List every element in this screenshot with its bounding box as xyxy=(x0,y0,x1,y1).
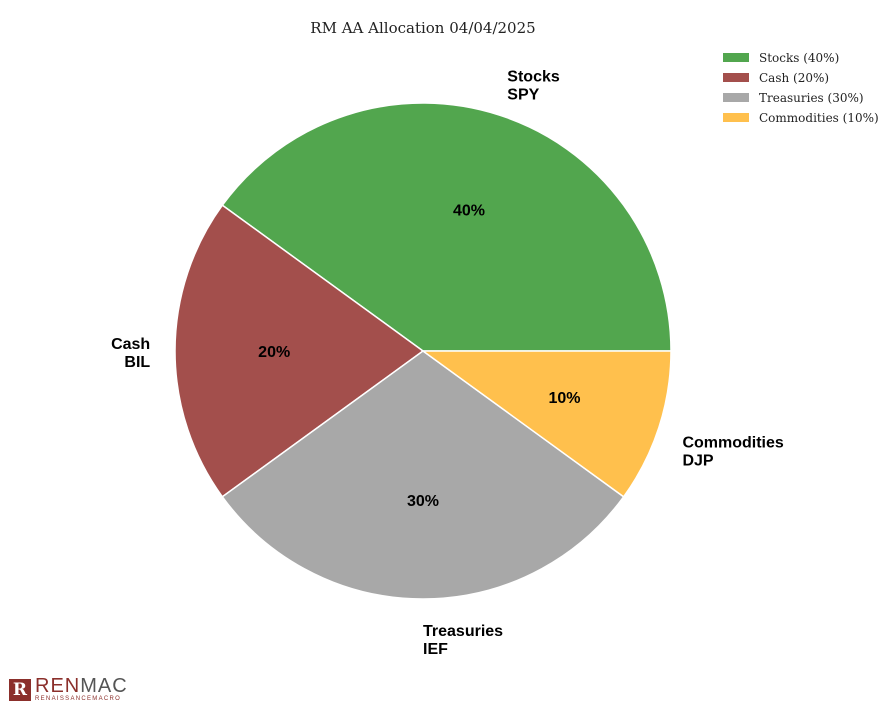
slice-label-cash: Cash BIL xyxy=(111,336,150,371)
legend-label-treasuries: Treasuries (30%) xyxy=(759,91,864,105)
legend-label-stocks: Stocks (40%) xyxy=(759,51,839,65)
pie-slice-commodities xyxy=(420,350,672,498)
pie-slices xyxy=(174,102,672,600)
chart-title: RM AA Allocation 04/04/2025 xyxy=(310,19,535,37)
renmac-logo: R RENMAC RENAISSANCEMACRO xyxy=(9,676,128,703)
slice-label-treasuries: Treasuries IEF xyxy=(423,623,503,658)
legend-swatch-cash xyxy=(723,73,749,82)
slice-label-commodities: Commodities DJP xyxy=(682,434,783,469)
pct-label-treasuries: 30% xyxy=(407,493,439,510)
logo-mark: R xyxy=(9,678,31,701)
slice-name: Cash xyxy=(111,336,150,353)
legend-label-cash: Cash (20%) xyxy=(759,71,829,85)
slice-label-stocks: Stocks SPY xyxy=(507,69,560,104)
pie-slice-treasuries xyxy=(221,350,625,600)
logo-name-part1: REN xyxy=(35,675,81,697)
pct-label-cash: 20% xyxy=(258,344,290,361)
pct-label-stocks: 40% xyxy=(453,202,485,219)
slice-name: Commodities xyxy=(682,434,783,451)
logo-tagline: RENAISSANCEMACRO xyxy=(35,696,122,702)
logo-name-part2: MAC xyxy=(80,675,128,697)
pie-slice-cash xyxy=(174,204,425,498)
legend-swatch-treasuries xyxy=(723,93,749,102)
pie-labels: 40% Stocks SPY 20% Cash BIL 30% Treasuries IEF 10… xyxy=(111,69,784,658)
legend-label-commodities: Commodities (10%) xyxy=(759,111,879,125)
legend: Stocks (40%) Cash (20%) Treasuries (30%) Co… xyxy=(723,51,879,125)
logo-name: RENMAC xyxy=(35,676,128,696)
slice-name: Treasuries xyxy=(423,623,503,640)
pie-slice-stocks xyxy=(221,102,672,352)
slice-ticker: IEF xyxy=(423,641,448,658)
slice-name: Stocks xyxy=(507,69,560,86)
legend-swatch-stocks xyxy=(723,53,749,62)
slice-ticker: SPY xyxy=(507,87,539,104)
logo-text: RENMAC RENAISSANCEMACRO xyxy=(35,676,128,703)
slice-ticker: DJP xyxy=(682,452,713,469)
pct-label-commodities: 10% xyxy=(549,390,581,407)
slice-ticker: BIL xyxy=(124,354,150,371)
legend-swatch-commodities xyxy=(723,113,749,122)
